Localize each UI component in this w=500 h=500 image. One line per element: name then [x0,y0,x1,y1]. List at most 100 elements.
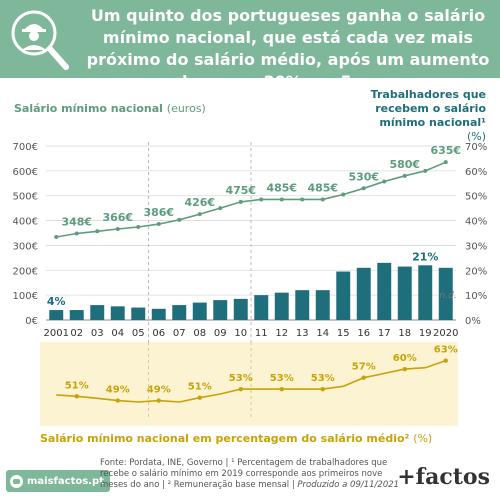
x-tick-label: 06 [152,328,165,339]
x-tick-label: 2020 [433,328,458,339]
page-title: Um quinto dos portugueses ganha o salári… [86,6,490,91]
x-tick-label: 13 [296,328,309,339]
bar [315,290,330,320]
bar [69,310,84,320]
header-banner: Um quinto dos portugueses ganha o salári… [0,0,500,91]
line-data-label: 348€ [61,215,92,228]
series-point [402,173,407,178]
right-tick-label: 60% [465,167,487,178]
sub-data-label: 60% [393,353,417,364]
x-tick-label: 14 [316,328,329,339]
sub-data-label: 63% [434,345,458,356]
right-tick-label: 10% [465,291,487,302]
right-tick-label: 30% [465,241,487,252]
right-axis-title-text: Trabalhadores que recebem o salário míni… [370,88,486,129]
bar [377,262,392,320]
produced-date: Produzido a 09/11/2021 [297,480,400,490]
x-tick-label: 10 [234,328,247,339]
right-tick-label: 0% [465,316,481,327]
sub-data-label: 57% [352,362,376,373]
sub-chart-title-text: Salário mínimo nacional em percentagem d… [40,432,410,445]
sub-chart-panel [40,342,458,426]
bar [213,300,228,320]
x-tick-label: 16 [357,328,370,339]
worker-magnifier-icon [11,10,69,70]
bar [336,271,351,320]
bar-data-label: 21% [412,250,438,263]
left-axis-title: Salário mínimo nacional (euros) [14,102,206,116]
line-data-label: 635€ [430,144,461,157]
source-note: Fonte: Pordata, INE, Governo | ¹ Percent… [100,458,400,491]
line-data-label: 485€ [266,181,297,194]
bar [131,307,146,320]
x-tick-label: 17 [378,328,391,339]
series-point [156,222,161,227]
right-axis-unit: (%) [466,130,486,143]
series-point [279,197,284,202]
series-point [320,197,325,202]
x-tick-label: 11 [255,328,268,339]
bar [233,298,248,320]
sub-series-point [361,375,366,380]
bar [274,292,289,320]
x-tick-label: 04 [111,328,124,339]
line-data-label: 386€ [143,206,174,219]
series-point [197,212,202,217]
series-point [341,192,346,197]
sub-series-point [197,395,202,400]
x-tick-label: 19 [419,328,432,339]
series-point [177,217,182,222]
series-point [95,229,100,234]
series-point [300,197,305,202]
bar [397,266,412,320]
sub-series-point [402,366,407,372]
series-point [238,199,243,204]
maisfactos-link[interactable]: maisfactos.pt [6,470,110,492]
bar [172,305,187,320]
bar-data-label: 4% [47,295,66,308]
left-axis-unit: (euros) [166,102,206,115]
bar [295,290,310,320]
right-axis-title: Trabalhadores que recebem o salário míni… [366,88,486,144]
series-point [443,160,448,165]
left-tick-label: 500€ [13,192,38,203]
series-point [361,186,366,191]
bar [110,306,125,320]
sub-chart-title: Salário mínimo nacional em percentagem d… [40,432,432,445]
right-tick-label: 20% [465,266,487,277]
bar [151,308,166,320]
source-text: Fonte: Pordata, INE, Governo | ¹ Percent… [100,458,388,490]
x-tick-label: 15 [337,328,350,339]
line-data-label: 580€ [389,158,420,171]
sub-data-label: 51% [188,382,212,393]
missing-data-label: n.d. [439,291,456,301]
x-tick-label: 05 [132,328,145,339]
brand-logo: +factos [397,464,490,490]
line-data-label: 426€ [184,196,215,209]
series-point [259,197,264,202]
series-point [74,231,79,236]
bar [438,267,453,320]
series-point [136,225,141,230]
right-tick-label: 70% [465,142,487,153]
series-point [382,179,387,184]
line-data-label: 475€ [225,184,256,197]
sub-series-point [238,386,243,392]
bar [356,267,371,320]
left-tick-label: 600€ [13,167,38,178]
left-tick-label: 200€ [13,266,38,277]
bar [90,305,105,320]
series-point [218,206,223,211]
sub-data-label: 53% [229,373,253,384]
line-data-label: 530€ [348,170,379,183]
sub-data-label: 51% [65,380,89,391]
chat-bubble-icon [10,474,23,488]
left-tick-label: 100€ [13,291,38,302]
x-tick-label: 2001 [44,328,69,339]
x-tick-label: 09 [214,328,227,339]
series-point [115,227,120,232]
sub-data-label: 49% [147,385,171,396]
sub-series-point [115,398,120,403]
bar [192,302,207,320]
logo-text: maisfactos.pt [27,475,104,487]
